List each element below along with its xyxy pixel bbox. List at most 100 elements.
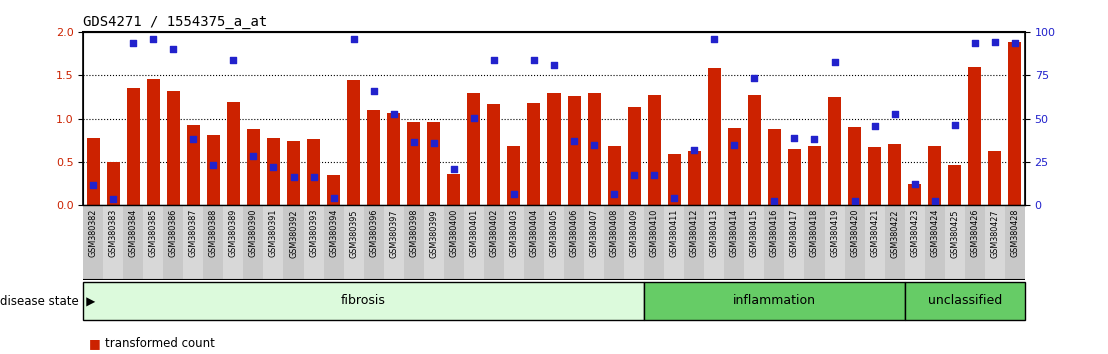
- Point: [124, 40, 142, 46]
- Bar: [383, 205, 403, 280]
- Point: [505, 191, 523, 197]
- Bar: [504, 205, 524, 280]
- Point: [786, 135, 803, 141]
- Bar: [444, 205, 464, 280]
- Text: ■: ■: [89, 337, 101, 350]
- Text: GSM380415: GSM380415: [750, 209, 759, 257]
- Bar: [343, 205, 363, 280]
- Point: [285, 174, 302, 179]
- Bar: [428, 122, 440, 205]
- Point: [144, 36, 162, 42]
- Bar: [163, 205, 183, 280]
- Point: [806, 136, 823, 141]
- Text: GSM380403: GSM380403: [510, 209, 519, 257]
- Bar: [264, 205, 284, 280]
- Point: [164, 46, 182, 52]
- Bar: [224, 205, 244, 280]
- Text: GSM380385: GSM380385: [148, 209, 157, 257]
- Bar: [187, 125, 199, 205]
- Point: [184, 136, 202, 141]
- Bar: [207, 135, 219, 205]
- Point: [766, 198, 783, 204]
- Point: [865, 123, 883, 129]
- Text: GSM380412: GSM380412: [690, 209, 699, 257]
- Text: GDS4271 / 1554375_a_at: GDS4271 / 1554375_a_at: [83, 16, 267, 29]
- Point: [225, 58, 243, 63]
- Bar: [86, 138, 100, 205]
- Bar: [547, 93, 561, 205]
- Bar: [864, 205, 884, 280]
- Text: GSM380386: GSM380386: [168, 209, 177, 257]
- Text: GSM380383: GSM380383: [109, 209, 117, 257]
- Text: GSM380427: GSM380427: [991, 209, 999, 258]
- Bar: [728, 128, 741, 205]
- Bar: [183, 205, 204, 280]
- Bar: [685, 205, 705, 280]
- Text: GSM380421: GSM380421: [870, 209, 879, 257]
- Text: GSM380384: GSM380384: [129, 209, 137, 257]
- Bar: [488, 104, 501, 205]
- Bar: [988, 151, 1002, 205]
- Text: GSM380409: GSM380409: [629, 209, 638, 257]
- Bar: [507, 146, 521, 205]
- Point: [424, 140, 442, 146]
- Bar: [1005, 205, 1025, 280]
- Bar: [367, 110, 380, 205]
- Text: GSM380424: GSM380424: [931, 209, 940, 257]
- Bar: [824, 205, 844, 280]
- Point: [465, 115, 483, 121]
- Bar: [304, 205, 324, 280]
- Bar: [607, 146, 620, 205]
- Bar: [925, 205, 945, 280]
- Bar: [725, 205, 745, 280]
- Bar: [126, 88, 140, 205]
- Point: [404, 139, 422, 145]
- Bar: [564, 205, 584, 280]
- Point: [525, 58, 543, 63]
- Point: [84, 183, 102, 188]
- Point: [205, 162, 223, 168]
- Bar: [106, 162, 120, 205]
- Bar: [909, 184, 921, 205]
- Bar: [784, 205, 804, 280]
- Bar: [945, 205, 965, 280]
- Bar: [146, 79, 160, 205]
- Text: GSM380425: GSM380425: [951, 209, 960, 258]
- Text: GSM380382: GSM380382: [89, 209, 98, 257]
- Text: inflammation: inflammation: [732, 293, 815, 307]
- Bar: [648, 95, 660, 205]
- Bar: [123, 205, 143, 280]
- Point: [485, 58, 503, 63]
- Text: unclassified: unclassified: [927, 293, 1002, 307]
- Bar: [748, 95, 761, 205]
- Bar: [227, 102, 240, 205]
- Bar: [868, 147, 881, 205]
- Text: GSM380420: GSM380420: [850, 209, 859, 257]
- Text: GSM380387: GSM380387: [188, 209, 198, 257]
- Text: GSM380411: GSM380411: [669, 209, 679, 257]
- Bar: [423, 205, 444, 280]
- Point: [585, 143, 603, 148]
- Bar: [668, 154, 680, 205]
- Bar: [584, 205, 604, 280]
- Bar: [484, 205, 504, 280]
- Bar: [403, 205, 423, 280]
- Point: [245, 153, 263, 159]
- Bar: [768, 129, 781, 205]
- Point: [104, 196, 122, 202]
- Text: GSM380399: GSM380399: [429, 209, 439, 258]
- Text: GSM380422: GSM380422: [890, 209, 900, 258]
- Bar: [889, 144, 901, 205]
- Text: GSM380404: GSM380404: [530, 209, 538, 257]
- Bar: [527, 103, 541, 205]
- Bar: [83, 205, 103, 280]
- Bar: [624, 205, 644, 280]
- Bar: [688, 151, 700, 205]
- Bar: [804, 205, 824, 280]
- Bar: [904, 205, 925, 280]
- Text: GSM380408: GSM380408: [609, 209, 618, 257]
- Text: GSM380407: GSM380407: [589, 209, 598, 257]
- Text: GSM380398: GSM380398: [409, 209, 418, 257]
- Point: [706, 36, 724, 42]
- Text: GSM380394: GSM380394: [329, 209, 338, 257]
